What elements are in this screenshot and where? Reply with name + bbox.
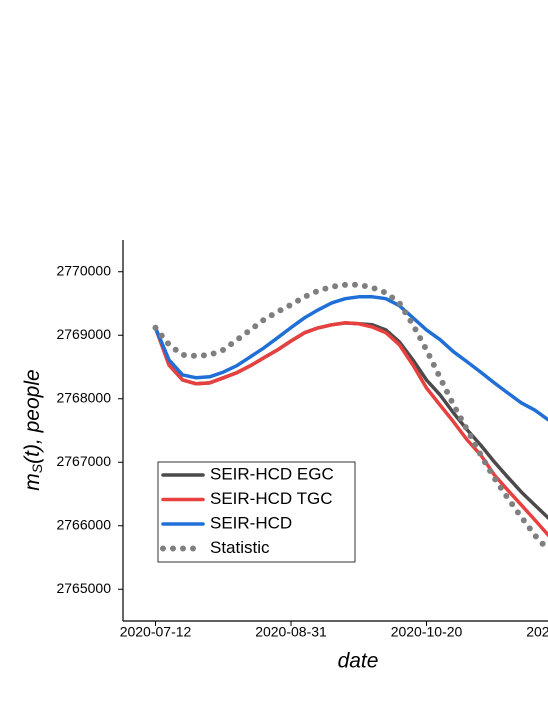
series-line [153,321,548,537]
y-axis-label: mS(t), people [21,369,45,490]
x-axis-label: date [338,650,379,673]
y-tick-label: 2768000 [56,389,111,405]
y-tick-label: 2769000 [56,326,111,342]
series-line [152,281,548,554]
x-tick-label: 2020-10-20 [391,624,463,640]
series-line [153,295,548,422]
y-tick-label: 2767000 [56,453,111,469]
y-label-base: m [21,473,44,491]
y-tick-label: 2770000 [56,262,111,278]
y-label-sub: S [29,463,45,473]
y-label-rest: (t), people [21,369,44,464]
x-tick-label: 2020-07-12 [120,624,192,640]
y-tick-label: 2765000 [56,580,111,596]
plot-area [152,281,548,554]
y-tick-label: 2766000 [56,516,111,532]
legend-label: SEIR-HCD TGC [210,489,332,508]
legend-box [157,461,356,563]
x-tick-label: 2020-12-09 [526,624,548,640]
legend-label: SEIR-HCD [210,513,292,532]
legend-label: Statistic [210,538,270,557]
legend-label: SEIR-HCD EGC [210,464,334,483]
x-tick-label: 2020-08-31 [255,624,327,640]
